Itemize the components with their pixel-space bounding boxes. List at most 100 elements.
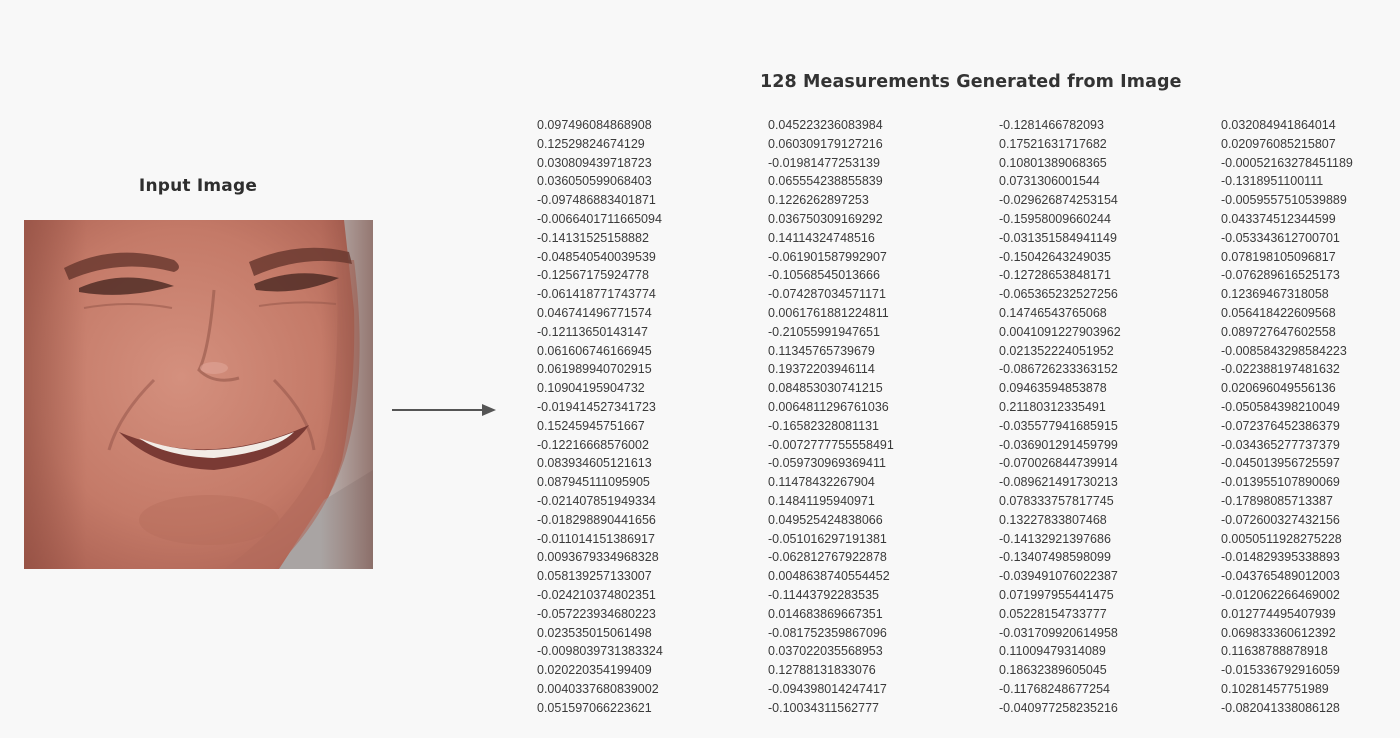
measurement-value: -0.11443792283535 (768, 587, 879, 602)
measurement-value: -0.048540540039539 (537, 249, 656, 264)
measurement-value: -0.072600327432156 (1221, 512, 1340, 527)
measurement-value: -0.031351584941149 (999, 230, 1117, 245)
measurement-value: 0.043374512344599 (1221, 211, 1336, 226)
measurement-value: 0.060309179127216 (768, 136, 883, 151)
measurement-value: -0.089621491730213 (999, 475, 1118, 490)
face-illustration (24, 220, 373, 569)
input-image-title: Input Image (138, 176, 258, 196)
measurement-value: -0.045013956725597 (1221, 456, 1340, 471)
measurement-value: 0.021352224051952 (999, 343, 1114, 358)
measurement-value: 0.012774495407939 (1221, 606, 1336, 621)
measurement-value: 0.0093679334968328 (537, 550, 659, 565)
measurement-value: -0.076289616525173 (1221, 268, 1340, 283)
measurement-value: -0.0098039731383324 (537, 644, 663, 659)
measurement-value: 0.061606746166945 (537, 343, 652, 358)
measurement-value: 0.0731306001544 (999, 174, 1100, 189)
measurement-value: -0.086726233363152 (999, 362, 1118, 377)
measurement-value: 0.083934605121613 (537, 456, 652, 471)
measurements-table: 0.097496084868908 0.12529824674129 0.03080… (0, 116, 1400, 736)
measurement-value: -0.039491076022387 (999, 569, 1118, 584)
measurement-value: 0.19372203946114 (768, 362, 875, 377)
measurement-value: 0.020696049556136 (1221, 381, 1336, 396)
measurement-value: 0.078198105096817 (1221, 249, 1336, 264)
measurement-value: -0.081752359867096 (768, 625, 887, 640)
measurement-value: 0.13227833807468 (999, 512, 1107, 527)
measurement-value: 0.18632389605045 (999, 663, 1107, 678)
measurement-value: 0.0050511928275228 (1221, 531, 1342, 546)
measurement-value: -0.1281466782093 (999, 118, 1104, 132)
measurement-value: 0.056418422609568 (1221, 305, 1336, 320)
measurement-value: 0.014683869667351 (768, 606, 883, 621)
measurement-value: -0.13407498598099 (999, 550, 1111, 565)
measurement-value: 0.12369467318058 (1221, 287, 1329, 302)
measurement-value: -0.059730969369411 (768, 456, 886, 471)
measurement-value: 0.0048638740554452 (768, 569, 890, 584)
measurement-value: -0.10568545013666 (768, 268, 880, 283)
measurement-value: 0.020220354199409 (537, 663, 652, 678)
input-face-image (24, 220, 373, 569)
measurement-value: -0.097486883401871 (537, 193, 656, 208)
measurement-value: -0.057223934680223 (537, 606, 656, 621)
measurement-value: -0.0085843298584223 (1221, 343, 1347, 358)
measurement-value: 0.078333757817745 (999, 493, 1114, 508)
measurement-value: 0.17521631717682 (999, 136, 1107, 151)
measurement-value: 0.097496084868908 (537, 118, 652, 132)
measurement-value: 0.045223236083984 (768, 118, 883, 132)
measurement-value: 0.030809439718723 (537, 155, 652, 170)
measurement-column-4: 0.032084941864014 0.020976085215807 -0.000… (1221, 116, 1353, 718)
measurement-value: -0.065365232527256 (999, 287, 1118, 302)
measurement-value: 0.12788131833076 (768, 663, 876, 678)
measurement-value: -0.12216668576002 (537, 437, 649, 452)
measurement-value: -0.070026844739914 (999, 456, 1118, 471)
measurement-value: -0.00052163278451189 (1221, 155, 1353, 170)
measurement-value: -0.15042643249035 (999, 249, 1111, 264)
measurement-value: -0.062812767922878 (768, 550, 887, 565)
measurement-value: -0.12567175924778 (537, 268, 649, 283)
measurement-value: 0.1226262897253 (768, 193, 869, 208)
measurement-value: -0.014829395338893 (1221, 550, 1340, 565)
measurement-value: -0.0072777755558491 (768, 437, 894, 452)
measurement-value: -0.019414527341723 (537, 399, 656, 414)
measurement-value: -0.021407851949334 (537, 493, 656, 508)
measurement-value: -0.061418771743774 (537, 287, 656, 302)
measurement-value: -0.12728653848171 (999, 268, 1111, 283)
measurement-value: 0.087945111095905 (537, 475, 650, 490)
measurement-value: -0.035577941685915 (999, 418, 1118, 433)
measurement-value: 0.14841195940971 (768, 493, 875, 508)
measurement-value: -0.16582328081131 (768, 418, 879, 433)
measurement-value: -0.018298890441656 (537, 512, 656, 527)
measurement-value: 0.11478432267904 (768, 475, 875, 490)
measurement-value: 0.09463594853878 (999, 381, 1107, 396)
measurement-value: 0.21180312335491 (999, 399, 1106, 414)
measurement-value: 0.049525424838066 (768, 512, 883, 527)
measurement-value: 0.036750309169292 (768, 211, 883, 226)
measurement-value: 0.14746543765068 (999, 305, 1107, 320)
measurement-value: -0.053343612700701 (1221, 230, 1340, 245)
measurement-column-2: 0.045223236083984 0.060309179127216 -0.019… (768, 116, 894, 718)
measurement-value: -0.036901291459799 (999, 437, 1118, 452)
measurement-value: -0.024210374802351 (537, 587, 656, 602)
measurement-value: 0.10904195904732 (537, 381, 645, 396)
measurements-title: 128 Measurements Generated from Image (760, 72, 1182, 92)
measurement-value: 0.11638788878918 (1221, 644, 1328, 659)
measurement-value: -0.10034311562777 (768, 700, 879, 715)
measurement-value: -0.051016297191381 (768, 531, 887, 546)
measurement-value: 0.089727647602558 (1221, 324, 1336, 339)
measurement-value: 0.12529824674129 (537, 136, 645, 151)
measurement-value: -0.14131525158882 (537, 230, 649, 245)
measurement-value: 0.0064811296761036 (768, 399, 889, 414)
measurement-value: 0.020976085215807 (1221, 136, 1336, 151)
measurement-value: 0.061989940702915 (537, 362, 652, 377)
measurement-value: -0.050584398210049 (1221, 399, 1340, 414)
measurement-value: 0.046741496771574 (537, 305, 652, 320)
measurement-value: 0.071997955441475 (999, 587, 1114, 602)
measurement-column-1: 0.097496084868908 0.12529824674129 0.03080… (537, 116, 663, 718)
measurement-value: 0.14114324748516 (768, 230, 875, 245)
measurement-value: -0.015336792916059 (1221, 663, 1340, 678)
measurement-value: -0.0059557510539889 (1221, 193, 1347, 208)
measurement-value: -0.082041338086128 (1221, 700, 1340, 715)
measurement-value: -0.029626874253154 (999, 193, 1118, 208)
measurement-value: 0.11345765739679 (768, 343, 875, 358)
measurement-value: -0.094398014247417 (768, 681, 887, 696)
measurement-value: 0.10281457751989 (1221, 681, 1329, 696)
